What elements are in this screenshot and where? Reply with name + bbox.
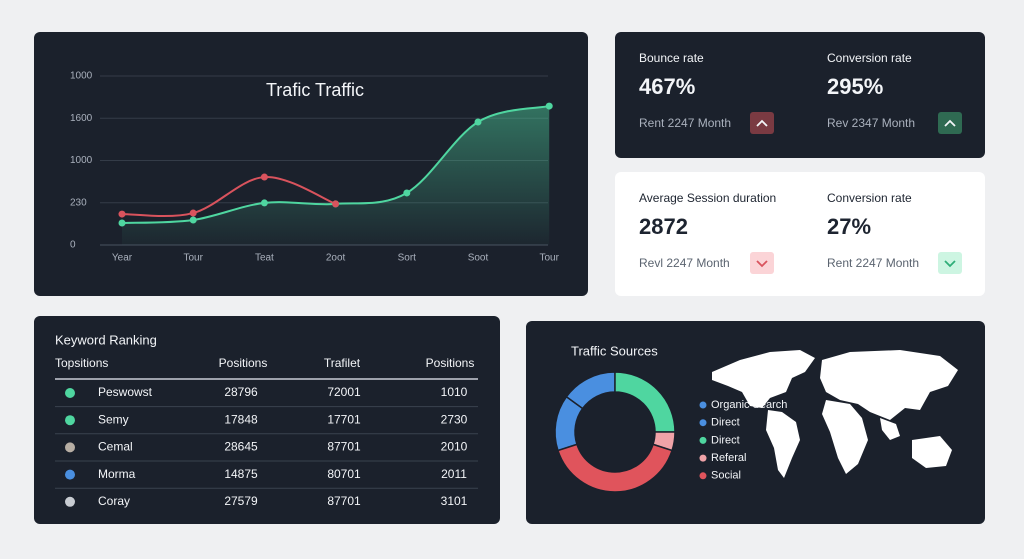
area bbox=[122, 106, 550, 245]
y-tick-label: 1000 bbox=[70, 155, 93, 166]
table-cell: Cemal bbox=[98, 440, 133, 454]
x-tick-label: Sort bbox=[398, 253, 417, 264]
kpi-card bbox=[615, 172, 985, 296]
point bbox=[189, 209, 197, 217]
y-tick-label: 230 bbox=[70, 197, 87, 208]
kpi-subtext: Revl 2247 Month bbox=[639, 256, 730, 270]
legend-label: Referal bbox=[711, 452, 746, 464]
map-landmass bbox=[880, 418, 900, 440]
legend-swatch bbox=[699, 401, 707, 409]
table-header: Positions bbox=[219, 356, 268, 370]
x-tick-label: Teat bbox=[255, 253, 274, 264]
trend-badge bbox=[750, 252, 774, 274]
table-cell: 27579 bbox=[224, 494, 258, 508]
point bbox=[545, 102, 553, 110]
legend-swatch bbox=[699, 419, 707, 427]
table-cell: 14875 bbox=[224, 467, 258, 481]
point bbox=[189, 216, 197, 224]
table-cell: 87701 bbox=[327, 440, 361, 454]
y-tick-label: 1600 bbox=[70, 113, 93, 124]
legend-swatch bbox=[699, 472, 707, 480]
table-cell: Coray bbox=[98, 494, 130, 508]
content: Trafic Traffic 0 230 1000 1600 1000 Year Tour Te… bbox=[55, 51, 962, 508]
table-cell: 2011 bbox=[441, 467, 467, 481]
table-cell: 17701 bbox=[327, 412, 361, 426]
kpi-subtext: Rent 2247 Month bbox=[827, 256, 919, 270]
row-dot bbox=[65, 415, 75, 426]
kpi-label: Conversion rate bbox=[827, 191, 912, 205]
trend-badge bbox=[938, 112, 962, 134]
x-tick-label: Year bbox=[112, 253, 133, 264]
row-dot bbox=[65, 469, 75, 480]
table-cell: 2730 bbox=[441, 412, 468, 426]
legend-label: Direct bbox=[711, 417, 740, 429]
point bbox=[118, 210, 126, 218]
y-tick-label: 1000 bbox=[70, 71, 93, 82]
x-tick-label: Tour bbox=[539, 253, 559, 264]
trend-icon bbox=[756, 119, 768, 127]
table-cell: Semy bbox=[98, 412, 129, 426]
row-dot bbox=[65, 442, 75, 453]
keyword-card bbox=[34, 316, 500, 524]
map-landmass bbox=[822, 400, 868, 474]
legend-label: Organic Search bbox=[711, 399, 787, 411]
map-landmass bbox=[766, 410, 800, 478]
kpi-subtext: Rent 2247 Month bbox=[639, 116, 731, 130]
x-tick-label: Soot bbox=[468, 253, 489, 264]
table-cell: 2010 bbox=[441, 440, 468, 454]
x-tick-label: 2oot bbox=[326, 253, 346, 264]
donut-segment bbox=[556, 443, 674, 493]
legend-swatch bbox=[699, 436, 707, 444]
point bbox=[260, 173, 268, 181]
trend-badge bbox=[750, 112, 774, 134]
table-cell: 28796 bbox=[224, 385, 258, 399]
table-cell: 28645 bbox=[224, 440, 258, 454]
trend-badge bbox=[938, 252, 962, 274]
table-cell: 87701 bbox=[327, 494, 361, 508]
table-cell: Peswowst bbox=[98, 385, 153, 399]
map-landmass bbox=[820, 350, 958, 420]
table-cell: Morma bbox=[98, 467, 136, 481]
table-header: Trafilet bbox=[324, 356, 361, 370]
chart-title: Trafic Traffic bbox=[266, 80, 364, 100]
table-cell: 80701 bbox=[327, 467, 361, 481]
point bbox=[260, 199, 268, 207]
kpi-label: Bounce rate bbox=[639, 51, 704, 65]
legend-label: Social bbox=[711, 470, 741, 482]
kpi-value: 295% bbox=[827, 74, 883, 99]
table-cell: 3101 bbox=[441, 494, 468, 508]
point bbox=[118, 219, 126, 227]
x-tick-label: Tour bbox=[183, 253, 203, 264]
table-cell: 17848 bbox=[224, 412, 258, 426]
point bbox=[403, 189, 411, 197]
legend-label: Direct bbox=[711, 434, 740, 446]
kpi-value: 2872 bbox=[639, 214, 688, 239]
kpi-label: Conversion rate bbox=[827, 51, 912, 65]
legend-swatch bbox=[699, 454, 707, 462]
line bbox=[121, 176, 336, 218]
kpi-card bbox=[615, 32, 985, 158]
table-title: Keyword Ranking bbox=[55, 332, 157, 347]
table-cell: 72001 bbox=[327, 385, 361, 399]
row-dot bbox=[65, 496, 75, 507]
table-header: Positions bbox=[426, 356, 475, 370]
kpi-subtext: Rev 2347 Month bbox=[827, 116, 915, 130]
kpi-label: Average Session duration bbox=[639, 191, 776, 205]
table-header: Topsitions bbox=[55, 356, 108, 370]
point bbox=[332, 200, 340, 208]
trend-icon bbox=[756, 260, 768, 268]
trend-icon bbox=[944, 119, 956, 127]
kpi-value: 27% bbox=[827, 214, 871, 239]
trend-icon bbox=[944, 260, 956, 268]
point bbox=[474, 118, 482, 126]
map-landmass bbox=[712, 350, 815, 408]
kpi-value: 467% bbox=[639, 74, 695, 99]
y-tick-label: 0 bbox=[70, 240, 76, 251]
chart-title: Traffic Sources bbox=[571, 343, 658, 358]
map-landmass bbox=[912, 436, 952, 468]
row-dot bbox=[65, 388, 75, 398]
table-cell: 1010 bbox=[441, 385, 468, 399]
